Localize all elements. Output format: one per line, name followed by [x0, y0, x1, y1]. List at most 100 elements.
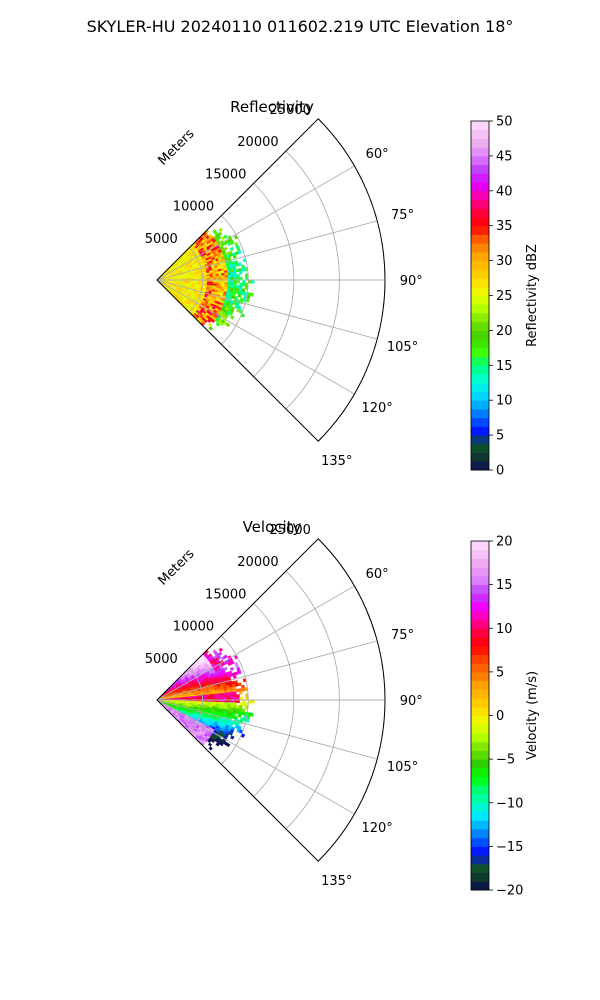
- velocity-cell: [227, 692, 231, 696]
- velocity-cell: [239, 702, 243, 707]
- reflectivity-colorbar-segment: [471, 356, 489, 366]
- velocity-cell: [221, 692, 225, 696]
- velocity-cell: [224, 694, 228, 698]
- velocity-cell: [212, 695, 217, 699]
- velocity-title: Velocity: [243, 518, 302, 536]
- reflectivity-colorbar-segment: [471, 173, 489, 183]
- reflectivity-colorbar-tick-label: 0: [496, 464, 504, 479]
- velocity-colorbar: −20 −15 −10 −5 0 5 10 15 20 Velocity (m/s): [470, 535, 540, 899]
- reflectivity-colorbar-segment: [471, 347, 489, 358]
- velocity-cell: [237, 682, 242, 687]
- velocity-colorbar-segment: [471, 610, 489, 621]
- reflectivity-colorbar-segment: [471, 260, 489, 270]
- velocity-colorbar-segment: [471, 741, 489, 751]
- velocity-cell: [235, 688, 240, 693]
- reflectivity-title: Reflectivity: [230, 98, 314, 116]
- velocity-cell: [215, 695, 220, 699]
- reflectivity-colorbar-segment: [471, 216, 489, 227]
- reflectivity-colorbar-segment: [471, 129, 489, 139]
- reflectivity-colorbar-tick-label: 25: [496, 289, 513, 304]
- velocity-colorbar-segment: [471, 785, 489, 795]
- velocity-colorbar-segment: [471, 593, 489, 603]
- reflectivity-colorbar-tick-label: 30: [496, 254, 513, 269]
- velocity-colorbar-segment: [471, 541, 489, 551]
- reflectivity-theta-tick-label: 135°: [321, 454, 352, 469]
- velocity-cell: [230, 702, 234, 706]
- reflectivity-theta-tick-label: 90°: [400, 274, 423, 289]
- reflectivity-cell: [212, 275, 217, 279]
- reflectivity-cell: [249, 292, 254, 297]
- velocity-cell: [233, 702, 237, 706]
- reflectivity-theta-tick-label: 75°: [391, 208, 414, 223]
- reflectivity-cell: [206, 276, 211, 279]
- velocity-cell: [233, 694, 237, 698]
- velocity-cell: [229, 666, 235, 672]
- reflectivity-colorbar-segment: [471, 374, 489, 384]
- velocity-colorbar-label: Velocity (m/s): [525, 671, 540, 760]
- reflectivity-colorbar-segment: [471, 155, 489, 166]
- reflectivity-frame: [156, 118, 386, 442]
- velocity-cell: [230, 694, 234, 698]
- velocity-colorbar-segment: [471, 828, 489, 839]
- reflectivity-colorbar-segment: [471, 408, 489, 419]
- velocity-colorbar-segment: [471, 776, 489, 786]
- reflectivity-cell: [242, 282, 246, 287]
- velocity-colorbar-segment: [471, 794, 489, 804]
- velocity-colorbar-segment: [471, 698, 489, 708]
- reflectivity-grid-spoke: [156, 279, 355, 395]
- reflectivity-cell: [223, 246, 228, 251]
- velocity-cell: [236, 694, 240, 698]
- reflectivity-cell: [237, 262, 242, 267]
- velocity-cell: [215, 742, 220, 747]
- velocity-colorbar-segment: [471, 855, 489, 865]
- velocity-colorbar-segment: [471, 619, 489, 629]
- velocity-cell: [251, 699, 255, 704]
- reflectivity-colorbar-segment: [471, 400, 489, 410]
- velocity-cell: [249, 712, 254, 717]
- reflectivity-colorbar-segment: [471, 443, 489, 454]
- velocity-colorbar-segment: [471, 802, 489, 812]
- velocity-frame: [156, 538, 386, 862]
- velocity-grid-spoke: [156, 640, 378, 701]
- velocity-radial-tick-label: 15000: [205, 587, 246, 602]
- reflectivity-radial-tick-label: 5000: [145, 232, 178, 247]
- reflectivity-cell: [207, 322, 213, 327]
- reflectivity-cell: [218, 227, 224, 233]
- velocity-cell: [225, 742, 231, 748]
- reflectivity-colorbar-segment: [471, 435, 489, 445]
- velocity-colorbar-segment: [471, 811, 489, 821]
- velocity-colorbar-segment: [471, 846, 489, 856]
- velocity-cell: [207, 742, 213, 747]
- velocity-cell: [210, 738, 216, 744]
- reflectivity-colorbar-label: Reflectivity dBZ: [525, 244, 540, 347]
- velocity-colorbar-tick-label: 10: [496, 622, 513, 637]
- velocity-cell: [238, 705, 243, 709]
- velocity-radial-tick-label: 20000: [237, 555, 278, 570]
- reflectivity-cell: [233, 282, 237, 286]
- reflectivity-cell: [232, 254, 237, 259]
- panels: Reflectivity500010000150002000025000Mete…: [145, 98, 540, 899]
- reflectivity-cell: [251, 279, 255, 284]
- velocity-grid-spoke: [156, 699, 355, 815]
- velocity-colorbar-segment: [471, 671, 489, 682]
- reflectivity-colorbar: 0 5 10 15 20 25 30 35 40 45 50 Reflectivity dBZ: [470, 115, 540, 479]
- reflectivity-colorbar-tick-label: 15: [496, 359, 513, 374]
- reflectivity-cell: [230, 315, 235, 320]
- velocity-cell: [238, 691, 243, 695]
- reflectivity-cell: [230, 271, 234, 276]
- velocity-cell: [219, 741, 224, 747]
- reflectivity-colorbar-tick-label: 5: [496, 429, 504, 444]
- velocity-theta-tick-label: 105°: [387, 760, 418, 775]
- reflectivity-cell: [215, 322, 220, 327]
- reflectivity-colorbar-segment: [471, 304, 489, 314]
- reflectivity-cell: [230, 274, 234, 278]
- velocity-colorbar-segment: [471, 715, 489, 725]
- reflectivity-grid-spoke: [156, 165, 355, 281]
- reflectivity-cell: [235, 268, 240, 273]
- reflectivity-colorbar-segment: [471, 321, 489, 331]
- reflectivity-cell: [224, 274, 228, 278]
- velocity-colorbar-segment: [471, 767, 489, 778]
- velocity-colorbar-tick-label: 20: [496, 535, 513, 550]
- velocity-colorbar-tick-label: −5: [496, 753, 515, 768]
- velocity-colorbar-tick-label: −20: [496, 884, 523, 899]
